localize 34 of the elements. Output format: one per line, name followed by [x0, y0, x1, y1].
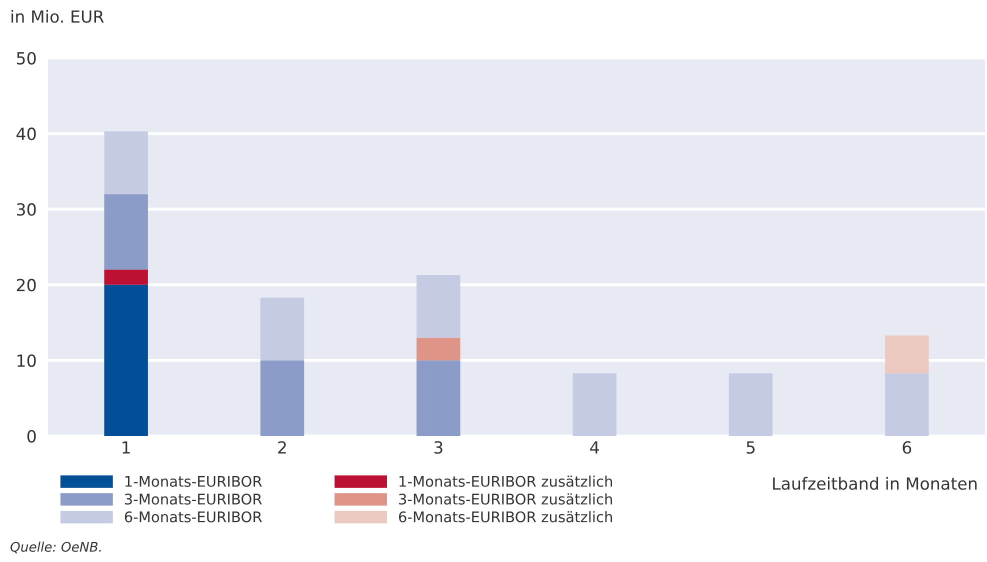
legend-label: 6-Monats-EURIBOR zusätzlich: [398, 511, 612, 522]
y-tick-label: 20: [16, 278, 36, 292]
bar: [572, 373, 616, 436]
legend-label: 1-Monats-EURIBOR zusätzlich: [400, 476, 612, 487]
x-tick-label: 4: [590, 441, 599, 454]
y-tick-label: 0: [27, 430, 36, 443]
bar: [885, 373, 929, 436]
bar: [728, 373, 773, 436]
legend-label: 3-Monats-EURIBOR zusätzlich: [399, 493, 612, 505]
source-note: Quelle: OeNB.: [10, 542, 101, 554]
legend-label: 3-Monats-EURIBOR: [124, 494, 262, 505]
bar: [416, 274, 460, 338]
bar: [260, 360, 304, 436]
y-tick-label: 50: [16, 52, 36, 65]
y-tick-label: 30: [16, 203, 36, 216]
bar: [260, 298, 304, 360]
x-tick-label: 1: [122, 441, 130, 454]
x-tick-label: 6: [902, 441, 912, 454]
bar: [104, 270, 148, 285]
x-axis-title: Laufzeitband in Monaten: [773, 476, 977, 490]
y-tick-label: 10: [18, 354, 36, 367]
y-axis-title: in Mio. EUR: [12, 10, 104, 23]
bar: [416, 360, 460, 436]
legend-label: 1-Monats-EURIBOR: [125, 476, 262, 487]
legend-label: 6-Monats-EURIBOR: [124, 511, 262, 522]
y-tick-label: 40: [16, 128, 36, 140]
bar: [104, 131, 148, 194]
bar: [416, 338, 460, 360]
x-tick-label: 5: [746, 441, 755, 454]
bar: [104, 194, 148, 270]
x-tick-label: 2: [278, 441, 286, 454]
bar: [104, 284, 148, 436]
x-tick-label: 3: [434, 441, 442, 454]
bar: [885, 335, 929, 374]
